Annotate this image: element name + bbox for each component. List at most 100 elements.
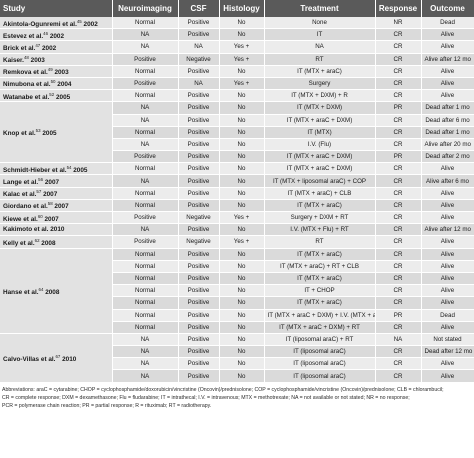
study-cell: Kelly et al.62 2008	[0, 235, 113, 249]
neuroimaging-cell: Normal	[112, 284, 179, 298]
treatment-cell: IT (MTX + araC)	[264, 199, 376, 213]
treatment-cell: IT (liposomal araC)	[264, 345, 376, 359]
header-study: Study	[0, 0, 113, 17]
table-row: Normal Positive No IT (MTX + araC + DXM) + …	[0, 309, 474, 322]
response-cell: CR	[375, 199, 422, 213]
outcome-cell: Alive	[421, 28, 474, 42]
response-cell: CR	[375, 248, 422, 261]
study-cell: Estevez et al.46 2002	[0, 28, 113, 42]
csf-cell: Positive	[178, 138, 220, 152]
study-year: 2004	[57, 81, 72, 89]
study-cell: Schmidt-Hieber et al.54 2005	[0, 162, 113, 176]
csf-cell: Positive	[178, 199, 220, 213]
response-cell: NR	[375, 17, 422, 30]
histology-cell: No	[219, 223, 265, 237]
histology-cell: No	[219, 150, 265, 164]
study-name: Akintola-Ogunremi et al.	[3, 20, 77, 28]
histology-cell: No	[219, 369, 265, 383]
histology-cell: No	[219, 89, 265, 103]
neuroimaging-cell: Positive	[112, 150, 179, 164]
study-name: Nimubona et al.	[3, 81, 51, 89]
response-cell: PR	[375, 101, 422, 115]
study-year: 2005	[42, 130, 57, 138]
table-row: Kalac et al.57 2007 Normal Positive No IT (M…	[0, 187, 474, 200]
table-body: Akintola-Ogunremi et al.45 2002 Normal Pos…	[0, 17, 474, 383]
csf-cell: Positive	[178, 296, 220, 310]
study-cell: Giordano et al.58 2007	[0, 199, 113, 213]
treatment-cell: RT	[264, 235, 376, 249]
outcome-cell: Not stated	[421, 333, 474, 347]
study-year: 2002	[83, 20, 98, 28]
treatment-cell: IT (MTX + araC + DXM)	[264, 150, 376, 164]
study-name: Hanse et al.	[3, 288, 39, 296]
reference-number: 47	[35, 42, 41, 48]
outcome-cell: Alive	[421, 187, 474, 200]
table-row: Brick et al.47 2002 NA NA Yes + NA CR Alive	[0, 40, 474, 54]
response-cell: CR	[375, 321, 422, 334]
treatment-cell: IT (MTX + araC + DXM) + I.V. (MTX + araC…	[264, 309, 376, 322]
footnote-line: PCR = polymerase chain reaction; PR = pa…	[2, 402, 212, 409]
study-year: 2002	[49, 32, 65, 40]
study-cell: Lange et al.56 2007	[0, 174, 113, 188]
histology-cell: Yes +	[219, 235, 265, 249]
table-row: Akintola-Ogunremi et al.45 2002 Normal Pos…	[0, 17, 474, 30]
study-year: 2008	[45, 288, 60, 296]
response-cell: CR	[375, 89, 422, 103]
study-cell: Kakimoto et al. 2010	[0, 223, 113, 237]
csf-cell: Positive	[178, 101, 220, 115]
study-name: Kaiser.	[3, 57, 24, 65]
csf-cell: Negative	[178, 53, 220, 66]
study-year: 2003	[54, 69, 69, 77]
study-cell: Watanabe et al.52 2005	[0, 89, 113, 103]
csf-cell: Positive	[178, 126, 220, 139]
table-row: Kiewe et al.60 2007 Positive Negative Yes +…	[0, 211, 474, 225]
outcome-cell: Alive	[421, 235, 474, 249]
histology-cell: No	[219, 28, 265, 42]
outcome-cell: Alive	[421, 40, 474, 54]
reference-number: 45	[76, 18, 82, 24]
outcome-cell: Alive	[421, 65, 474, 78]
response-cell: CR	[375, 345, 422, 359]
study-cell: Brick et al.47 2002	[0, 40, 113, 54]
histology-cell: No	[219, 126, 265, 139]
neuroimaging-cell: Normal	[112, 260, 179, 273]
csf-cell: Positive	[178, 357, 220, 371]
response-cell: CR	[375, 235, 422, 249]
csf-cell: Positive	[178, 89, 220, 103]
study-year: 2007	[44, 215, 59, 223]
response-cell: CR	[375, 211, 422, 225]
csf-cell: Positive	[178, 284, 220, 298]
outcome-cell: Alive	[421, 260, 474, 273]
outcome-cell: Alive after 20 mo	[421, 138, 474, 152]
neuroimaging-cell: Positive	[112, 235, 179, 249]
histology-cell: No	[219, 174, 265, 188]
treatment-cell: IT (MTX)	[264, 126, 376, 139]
study-cell: Akintola-Ogunremi et al.45 2002	[0, 17, 113, 30]
header-histology: Histology	[219, 0, 265, 17]
table-row: Lange et al.56 2007 NA Positive No IT (MTX +…	[0, 174, 474, 188]
study-name: Watanabe et al.	[3, 93, 50, 101]
csf-cell: Positive	[178, 17, 220, 30]
csf-cell: Positive	[178, 333, 220, 347]
neuroimaging-cell: Normal	[112, 272, 179, 286]
response-cell: CR	[375, 223, 422, 237]
treatment-cell: IT (MTX + araC + DXM) + RT	[264, 321, 376, 334]
study-name: Knop et al.	[3, 130, 36, 138]
neuroimaging-cell: Normal	[112, 321, 179, 334]
response-cell: CR	[375, 114, 422, 127]
outcome-cell: Dead after 1 mo	[421, 126, 474, 139]
histology-cell: No	[219, 187, 265, 200]
study-year: 2010	[50, 226, 65, 234]
study-name: Remkova et al.	[3, 69, 48, 77]
neuroimaging-cell: Normal	[112, 199, 179, 213]
response-cell: CR	[375, 174, 422, 188]
reference-number: 50	[50, 79, 56, 85]
outcome-cell: Alive	[421, 77, 474, 91]
csf-cell: Positive	[178, 272, 220, 286]
footnote: Abbreviations: araC = cytarabine; CHOP =…	[0, 383, 474, 410]
neuroimaging-cell: Normal	[112, 89, 179, 103]
treatment-cell: IT (MTX + araC + DXM)	[264, 114, 376, 127]
header-outcome: Outcome	[421, 0, 474, 17]
response-cell: CR	[375, 260, 422, 273]
table-row: Giordano et al.58 2007 Normal Positive No IT…	[0, 199, 474, 213]
